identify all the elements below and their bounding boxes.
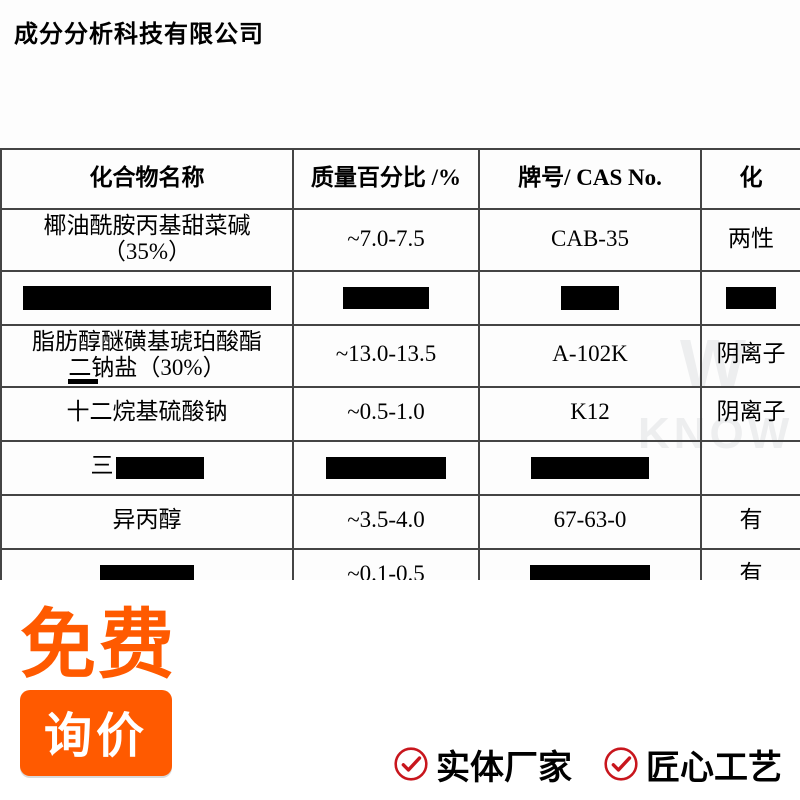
company-watermark: 成分分析科技有限公司 (14, 14, 264, 49)
promo-badge[interactable]: 免费 询价 (20, 608, 176, 776)
slogan-text: 实体厂家 (436, 740, 572, 789)
cell-name (1, 271, 293, 325)
table-row: 十二烷基硫酸钠 ~0.5-1.0 K12 阴离子 (1, 387, 800, 441)
redaction-bar (561, 286, 619, 310)
redaction-bar (726, 287, 776, 309)
promo-line1: 免费 (20, 608, 176, 684)
cell-pct: ~7.0-7.5 (293, 209, 479, 271)
cell-name: 异丙醇 (1, 495, 293, 549)
cell-cas: K12 (479, 387, 701, 441)
check-icon (604, 747, 638, 781)
redaction-bar (531, 457, 649, 479)
cell-cas (479, 271, 701, 325)
cell-pct: ~0.5-1.0 (293, 387, 479, 441)
redaction-bar (116, 457, 204, 479)
cell-col4 (701, 441, 800, 495)
cell-pct (293, 271, 479, 325)
redaction-bar (68, 379, 98, 384)
name-text: 椰油酰胺丙基甜菜碱（35%） (44, 213, 251, 264)
col-header-pct: 质量百分比 /% (293, 149, 479, 209)
col-header-cas: 牌号/ CAS No. (479, 149, 701, 209)
redaction-bar (326, 457, 446, 479)
table-row: 三 (1, 441, 800, 495)
cell-pct (293, 441, 479, 495)
col-header-4: 化 (701, 149, 800, 209)
table-row (1, 271, 800, 325)
cell-col4 (701, 271, 800, 325)
slogan-item: 匠心工艺 (604, 740, 782, 789)
table-header-row: 化合物名称 质量百分比 /% 牌号/ CAS No. 化 (1, 149, 800, 209)
redaction-bar (23, 286, 271, 310)
cell-name: 三 (1, 441, 293, 495)
cell-col4: 两性 (701, 209, 800, 271)
redaction-bar (343, 287, 429, 309)
slogan-item: 实体厂家 (394, 740, 572, 789)
name-prefix: 三 (91, 453, 114, 478)
cell-col4: 阴离子 (701, 387, 800, 441)
cell-name: 十二烷基硫酸钠 (1, 387, 293, 441)
cell-cas: 67-63-0 (479, 495, 701, 549)
page-root: 成分分析科技有限公司 W KNOW 化合物名称 质量百分比 /% 牌号/ CAS… (0, 0, 800, 800)
promo-line2: 询价 (20, 690, 172, 776)
col-header-name: 化合物名称 (1, 149, 293, 209)
cell-pct: ~13.0-13.5 (293, 325, 479, 387)
table-row: 椰油酰胺丙基甜菜碱（35%） ~7.0-7.5 CAB-35 两性 (1, 209, 800, 271)
slogan-text: 匠心工艺 (646, 740, 782, 789)
cell-name: 脂肪醇醚磺基琥珀酸酯二钠盐（30%） (1, 325, 293, 387)
check-icon (394, 747, 428, 781)
slogan-bar: 实体厂家 匠心工艺 (394, 728, 800, 800)
table-row: 脂肪醇醚磺基琥珀酸酯二钠盐（30%） ~13.0-13.5 A-102K 阴离子 (1, 325, 800, 387)
name-text: 脂肪醇醚磺基琥珀酸酯二钠盐（30%） (32, 329, 262, 380)
cell-cas: CAB-35 (479, 209, 701, 271)
cell-col4: 阴离子 (701, 325, 800, 387)
cell-pct: ~3.5-4.0 (293, 495, 479, 549)
cell-cas (479, 441, 701, 495)
cell-col4: 有 (701, 495, 800, 549)
table-row: 异丙醇 ~3.5-4.0 67-63-0 有 (1, 495, 800, 549)
cell-cas: A-102K (479, 325, 701, 387)
cell-name: 椰油酰胺丙基甜菜碱（35%） (1, 209, 293, 271)
